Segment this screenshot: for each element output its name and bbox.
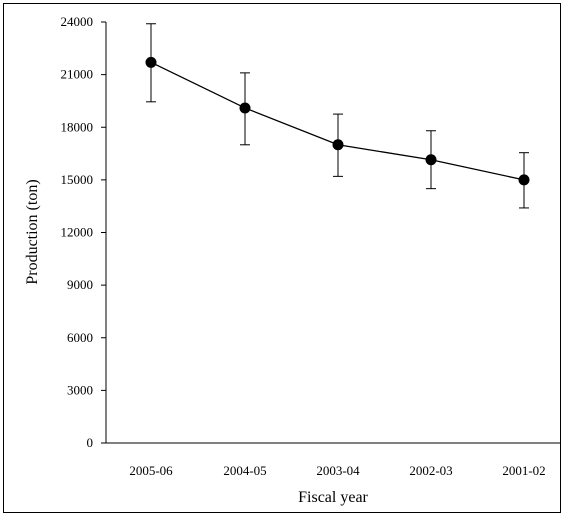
y-tick-label: 21000: [61, 67, 94, 82]
x-axis-label: Fiscal year: [298, 489, 368, 506]
y-ticks: 0 3000 6000 9000 12000 15000 18000 21000 24000: [61, 14, 106, 450]
y-tick-label: 6000: [67, 330, 93, 345]
data-point: [425, 154, 437, 166]
x-tick-label: 2004-05: [223, 463, 266, 478]
chart-frame: [3, 3, 561, 513]
y-tick-label: 9000: [67, 277, 93, 292]
x-ticks: 2005-06 2004-05 2003-04 2002-03 2001-02: [129, 463, 545, 478]
data-point: [332, 139, 344, 151]
data-point: [145, 56, 157, 68]
axes: [105, 22, 561, 444]
data-point: [239, 102, 251, 114]
y-tick-label: 18000: [61, 119, 94, 134]
x-tick-label: 2005-06: [129, 463, 173, 478]
y-tick-label: 15000: [61, 172, 94, 187]
y-tick-label: 3000: [67, 382, 93, 397]
error-bars: [146, 23, 529, 209]
data-point: [518, 174, 530, 186]
data-points: [145, 56, 530, 186]
x-tick-label: 2001-02: [502, 463, 545, 478]
y-tick-label: 12000: [61, 225, 94, 240]
y-tick-label: 0: [87, 435, 94, 450]
x-tick-label: 2003-04: [316, 463, 360, 478]
y-axis-label: Production (ton): [24, 179, 41, 284]
x-tick-label: 2002-03: [409, 463, 452, 478]
y-tick-label: 24000: [61, 14, 94, 29]
